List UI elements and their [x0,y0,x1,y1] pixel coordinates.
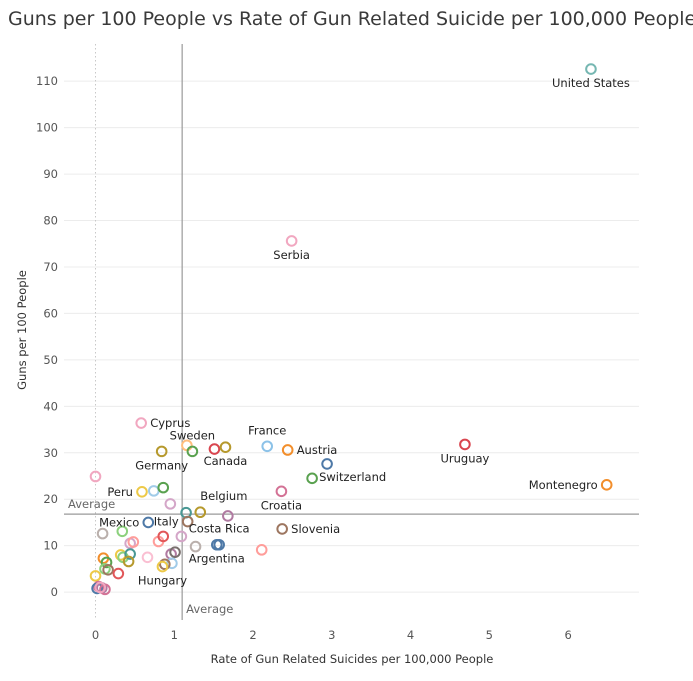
data-point-mexico [142,516,155,529]
point-label-slovenia: Slovenia [291,522,340,536]
data-point-italy [181,515,194,528]
x-tick-label: 6 [564,628,571,642]
point-label-montenegro: Montenegro [529,478,598,492]
y-axis-label: Guns per 100 People [15,270,29,390]
data-point [306,472,318,485]
data-points [89,63,613,596]
data-point-croatia [275,485,288,498]
data-point [112,567,125,580]
data-point-cyprus [135,417,147,429]
gridlines [64,44,639,620]
y-tick-label: 20 [43,492,58,506]
data-point-argentina [211,538,223,551]
data-point [127,536,140,548]
data-point [175,530,188,543]
point-label-italy: Italy [154,515,179,529]
point-label-mexico: Mexico [99,515,139,529]
data-point [164,498,177,510]
y-tick-label: 70 [43,260,58,274]
data-point-montenegro [600,479,613,491]
data-point [159,558,171,571]
data-point-sweden [186,445,199,458]
y-tick-label: 30 [43,446,58,460]
y-tick-label: 110 [36,74,58,88]
data-point-france [261,440,274,453]
data-point-serbia [285,235,298,247]
reference-lines: Average Average [64,44,639,620]
data-point-united-states [585,63,597,75]
point-label-serbia: Serbia [273,248,310,262]
x-tick-label: 5 [486,628,493,642]
data-point-germany [155,445,168,458]
point-label-belgium: Belgium [200,489,247,503]
data-point [102,564,114,576]
data-point [208,443,221,455]
data-point [89,570,102,582]
x-tick-label: 3 [328,628,335,642]
tick-labels: 0 10 20 30 40 50 60 70 80 90 100 110 0 1 2 3 4 5 6 [36,74,572,642]
y-tick-label: 40 [43,399,58,413]
chart-title: Guns per 100 People vs Rate of Gun Relat… [8,8,693,30]
point-label-cyprus: Cyprus [150,416,190,430]
y-tick-label: 60 [43,306,58,320]
data-point-slovenia [276,523,288,535]
data-point [189,540,202,553]
data-point [157,530,170,543]
data-point-belgium [194,506,207,519]
y-tick-label: 90 [43,167,58,181]
y-tick-label: 80 [43,214,58,228]
data-point [169,546,181,558]
point-label-austria: Austria [297,443,338,457]
data-point [122,555,135,568]
point-label-hungary: Hungary [138,574,187,588]
data-point [116,525,129,538]
data-point [157,481,170,494]
x-tick-label: 0 [92,628,99,642]
x-tick-label: 2 [249,628,256,642]
data-point [89,470,102,483]
point-label-germany: Germany [135,458,188,472]
y-tick-label: 50 [43,353,58,367]
x-tick-label: 1 [171,628,178,642]
y-tick-label: 10 [43,539,58,553]
x-tick-label: 4 [407,628,414,642]
y-tick-label: 100 [36,121,58,135]
point-label-sweden: Sweden [170,428,215,442]
point-label-united-states: United States [552,76,630,90]
point-label-canada: Canada [204,454,248,468]
data-point [124,548,136,560]
point-label-switzerland: Switzerland [319,470,386,484]
point-label-uruguay: Uruguay [440,451,489,465]
x-average-label: Average [186,602,233,616]
y-average-label: Average [68,497,115,511]
data-point-uruguay [459,438,471,451]
data-point-peru [136,485,148,498]
data-point [255,544,268,556]
data-point [100,556,113,569]
data-point-switzerland [321,458,333,470]
data-point [96,527,109,540]
x-axis-label: Rate of Gun Related Suicides per 100,000… [211,652,494,666]
point-label-costa-rica: Costa Rica [189,522,250,536]
point-label-france: France [248,423,286,437]
data-point [147,485,160,497]
data-point-austria [281,444,294,456]
data-point [94,581,107,594]
data-point [222,510,234,522]
y-tick-label: 0 [51,585,58,599]
point-label-croatia: Croatia [261,498,302,512]
data-point-canada [219,441,232,454]
data-point [141,551,154,564]
data-point-hungary [156,560,169,573]
point-label-peru: Peru [107,485,133,499]
point-label-argentina: Argentina [189,552,245,566]
